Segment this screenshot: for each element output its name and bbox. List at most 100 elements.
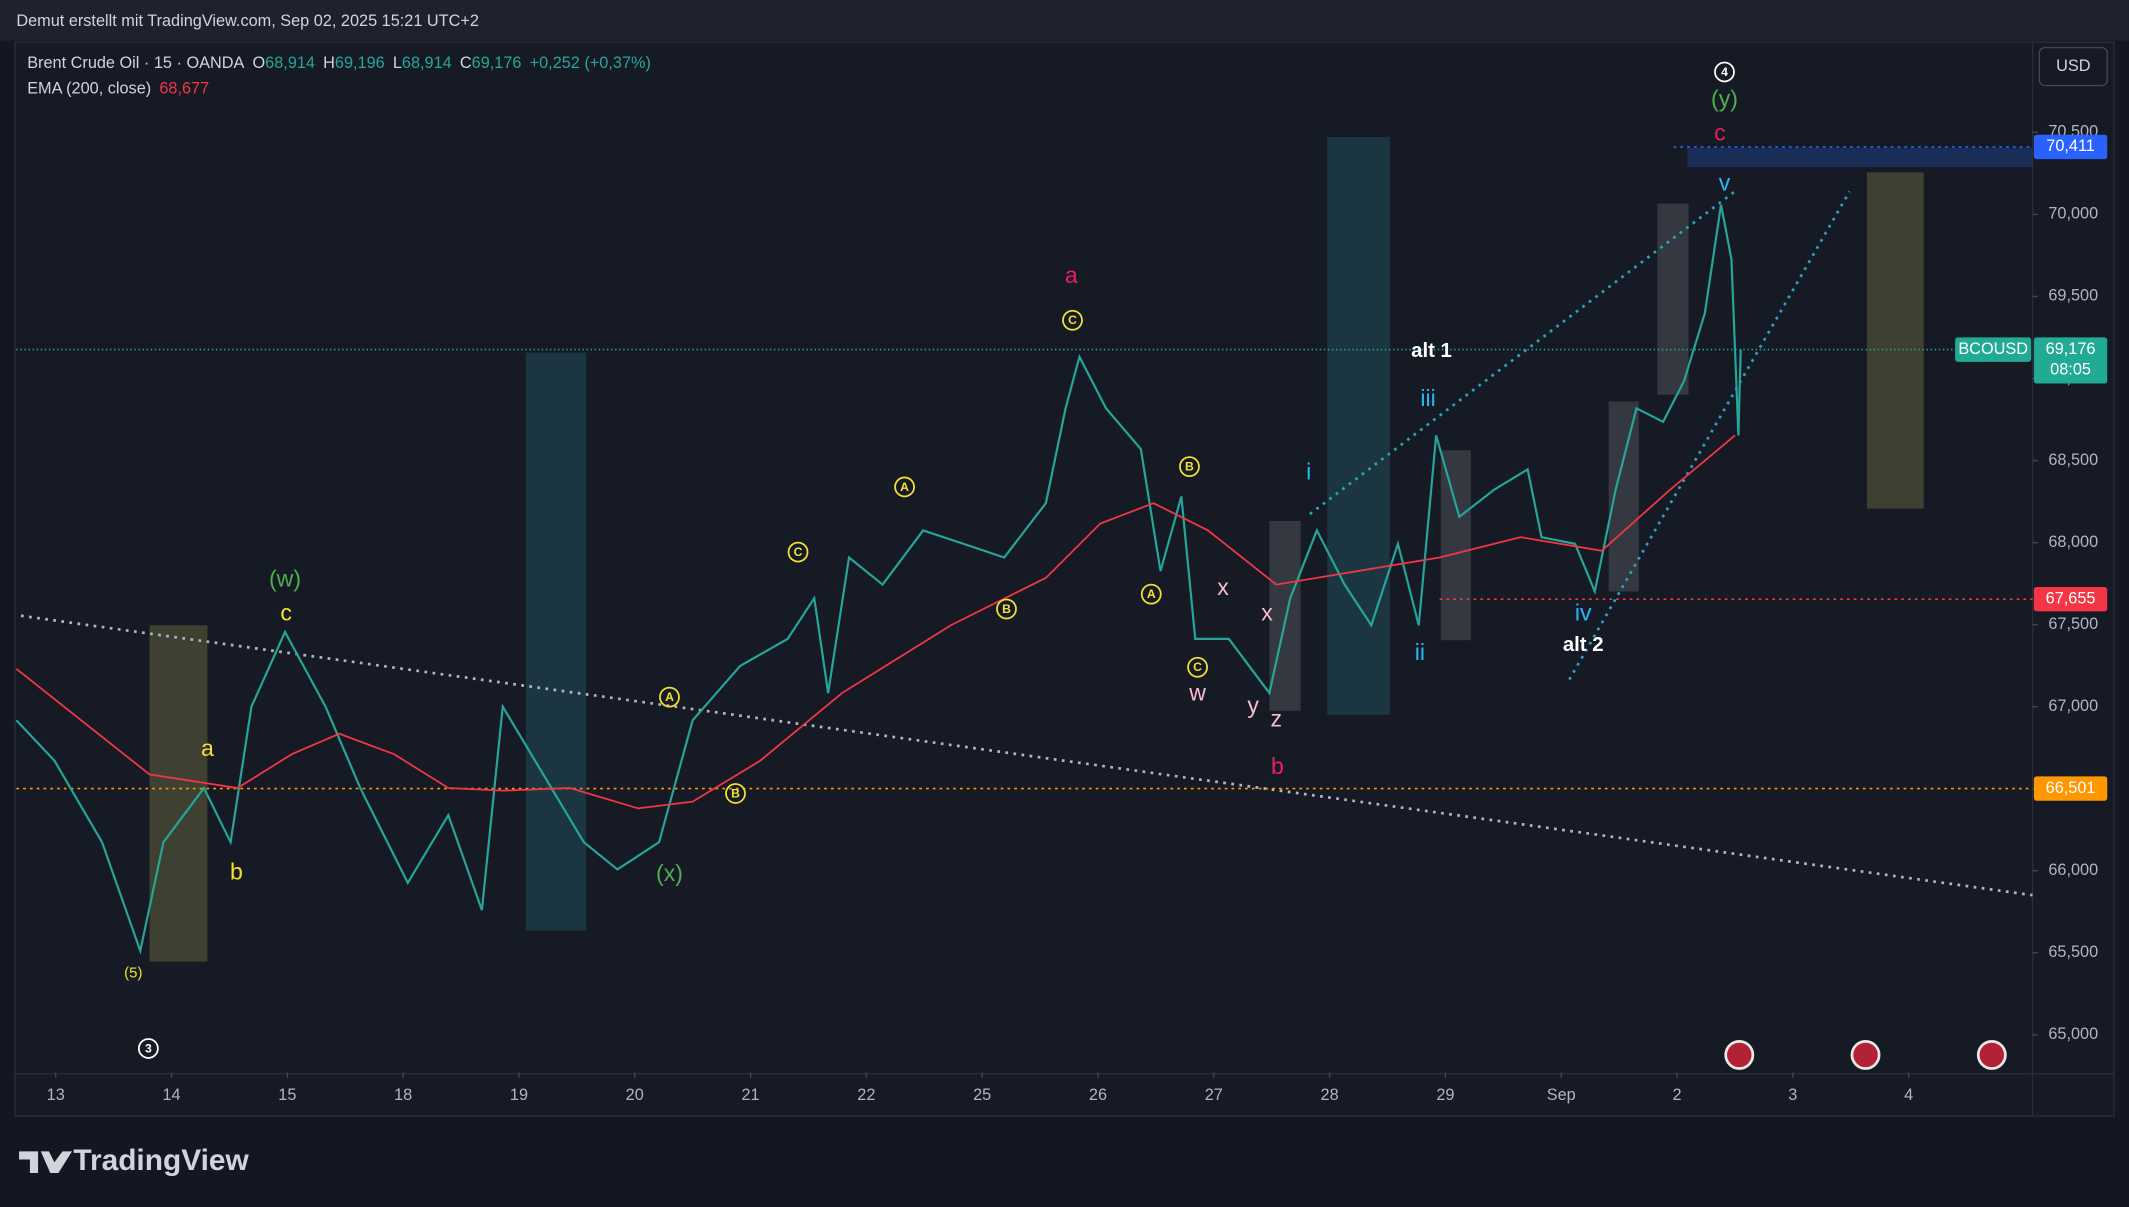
ohlc-value: 68,914 [265,54,315,72]
price-tag-label: 69,176 [2046,340,2096,358]
legend-ema: EMA (200, close) [27,80,151,98]
price-tag [2033,586,2108,612]
wave-label: b [230,859,243,885]
range-box [1440,450,1471,641]
ohlc-value: 69,176 [472,54,522,72]
price-tag-label: 66,501 [2046,779,2096,797]
price-tag [2033,776,2108,801]
ohlc-value: 68,914 [402,54,452,72]
wave-circle [1179,456,1200,477]
watermark: Demut erstellt mit TradingView.com, Sep … [16,12,479,30]
y-tick-label: 67,000 [2048,697,2098,715]
wave-circle [1187,656,1208,678]
range-box [525,352,587,931]
wave-label: v [1719,170,1731,196]
countdown: 08:05 [2050,360,2091,378]
brand: TradingView [73,1144,249,1177]
x-tick-label: 15 [278,1086,296,1104]
legend-line: Brent Crude Oil · 15 · OANDA O68,914 H69,1… [27,54,651,72]
wave-label: a [201,735,214,761]
wave-label: B [731,786,740,800]
x-tick-label: 4 [1904,1086,1913,1104]
wave-circle [1062,309,1083,331]
event-icon[interactable] [1850,1040,1881,1070]
currency-button[interactable] [2038,46,2108,87]
wave-label: 4 [1721,65,1728,79]
x-tick-label: 19 [510,1086,528,1104]
range-box [1657,203,1689,395]
wave-circle [787,541,809,563]
chart-frame [14,41,2115,1117]
legend-symbol: Brent Crude Oil · 15 · OANDA [27,54,244,72]
wave-label: 3 [145,1041,152,1055]
y-tick-label: 67,500 [2048,615,2098,633]
wave-label: z [1271,705,1283,731]
x-tick-label: 20 [626,1086,644,1104]
symbol-tag-label: BCOUSD [1958,340,2028,358]
wave-label: iv [1575,600,1592,626]
price-line-series [15,204,1742,955]
wave-label: A [665,690,674,704]
ohlc-key: C [460,54,472,72]
change: +0,252 (+0,37%) [530,54,651,72]
range-box [1687,147,2033,167]
y-tick-label: 69,500 [2048,287,2098,305]
event-icon[interactable] [1724,1040,1755,1070]
y-tick-label: 70,000 [2048,205,2098,223]
y-tick-label: 66,000 [2048,861,2098,879]
wave-circle [1140,583,1162,605]
symbol-tag [1955,337,2032,362]
range-box [149,625,208,962]
wave-label: (x) [656,860,683,886]
x-tick-label: 22 [857,1086,875,1104]
x-tick-label: 2 [1672,1086,1681,1104]
ohlc-key: L [393,54,402,72]
range-box [1866,172,1924,509]
wave-label: c [1714,119,1726,145]
wave-circle [137,1038,159,1059]
y-tick-label: 68,500 [2048,451,2098,469]
x-tick-label: 28 [1321,1086,1339,1104]
wave-label: x [1261,600,1273,626]
x-tick-label: Sep [1547,1086,1576,1104]
ohlc-key: O [253,54,266,72]
x-tick-label: 3 [1788,1086,1797,1104]
wave-label: b [1271,753,1284,779]
wave-label: C [794,545,803,559]
wave-label: A [900,480,909,494]
x-tick-label: 29 [1436,1086,1454,1104]
wave-label: C [1068,313,1077,327]
event-icon[interactable] [1976,1040,2007,1070]
y-tick-label: 65,000 [2048,1025,2098,1043]
y-tick-label: 65,500 [2048,943,2098,961]
range-box [1269,520,1301,711]
wave-circle [996,598,1017,620]
top-bar [0,0,2129,41]
y-tick-label: 68,000 [2048,533,2098,551]
wave-label: c [280,600,292,626]
wave-circle [659,686,680,708]
wave-circle [1714,61,1735,83]
ohlc-value: 69,196 [335,54,385,72]
currency-label[interactable]: USD [2056,57,2090,75]
wave-label: i [1306,459,1311,485]
wave-label: B [1185,459,1194,473]
ema-value: 68,677 [159,80,209,98]
wave-label: B [1002,602,1011,616]
x-tick-label: 14 [162,1086,180,1104]
wave-circle [894,476,915,498]
x-tick-label: 27 [1205,1086,1223,1104]
wave-label: C [1193,660,1202,674]
wave-label: x [1217,574,1229,600]
x-tick-label: 25 [973,1086,991,1104]
wave-label: A [1147,587,1156,601]
legend-line: EMA (200, close) 68,677 [27,80,209,98]
price-tag-label: 70,411 [2046,137,2095,155]
wave-label: (5) [124,965,142,982]
x-tick-label: 13 [47,1086,65,1104]
price-tag [2033,337,2108,384]
x-tick-label: 26 [1089,1086,1107,1104]
wave-label: y [1247,692,1259,718]
